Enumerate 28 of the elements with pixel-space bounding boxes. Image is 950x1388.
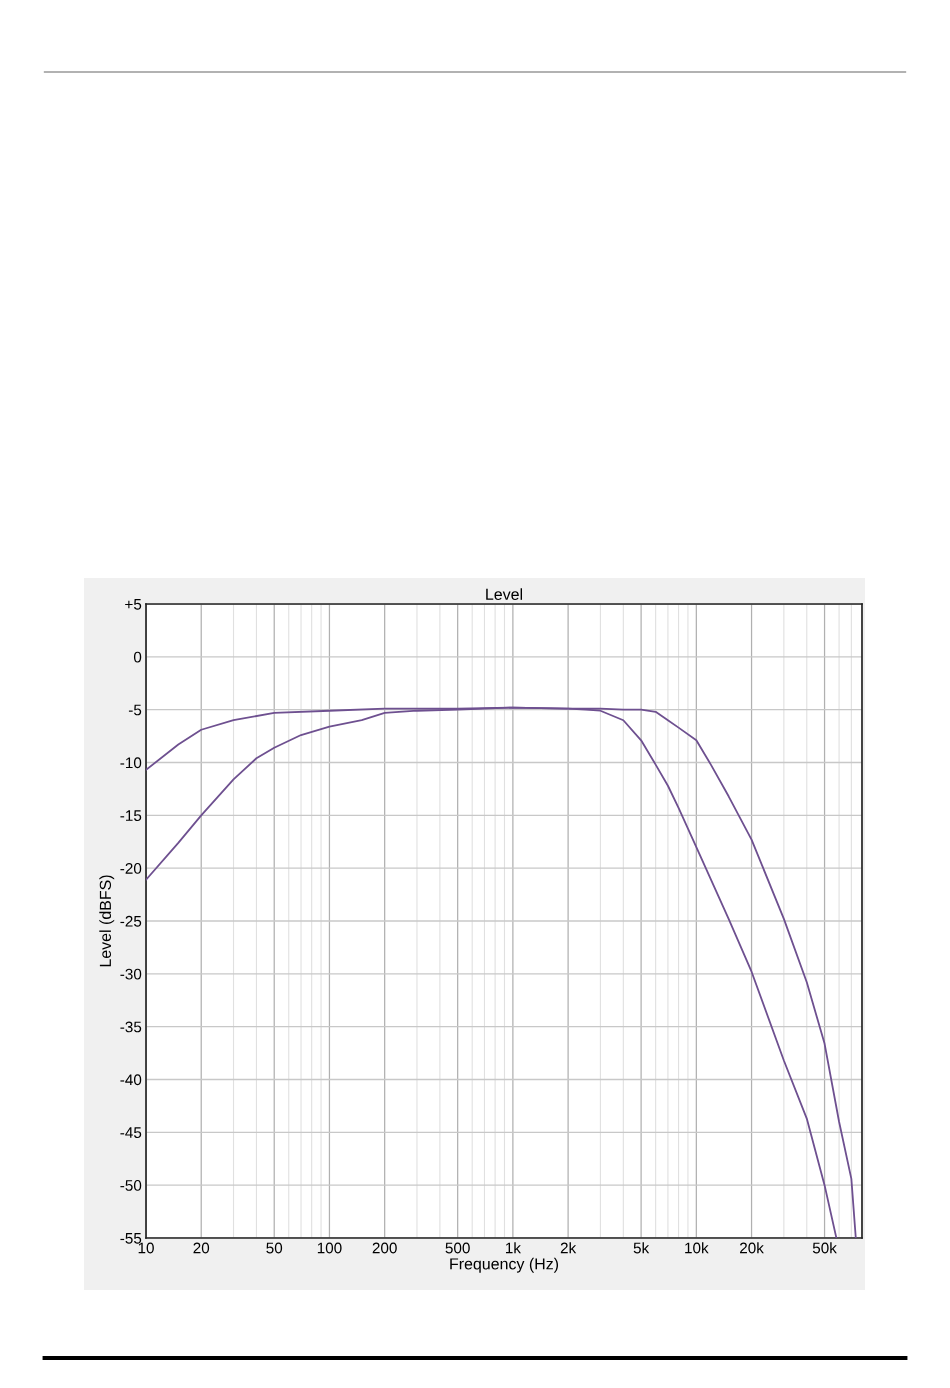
x-tick-label: 1k	[505, 1242, 521, 1254]
y-tick-label: +5	[125, 599, 142, 610]
y-tick-label: -15	[120, 810, 142, 822]
y-tick-label: -25	[120, 915, 142, 927]
y-tick-label: -35	[120, 1021, 142, 1033]
y-tick-label: -10	[120, 757, 142, 769]
x-tick-label: 10	[138, 1242, 154, 1254]
chart-title: Level	[486, 588, 523, 600]
x-tick-label: 500	[445, 1242, 470, 1254]
x-tick-label: 2k	[560, 1242, 577, 1254]
y-tick-label: -5	[128, 704, 142, 716]
x-tick-label: 50	[266, 1242, 283, 1254]
y-tick-label: -45	[120, 1127, 142, 1139]
x-axis-title: Frequency (Hz)	[450, 1257, 559, 1273]
y-tick-label: -50	[120, 1180, 142, 1191]
y-tick-label: -20	[120, 863, 142, 874]
x-tick-label: 20k	[740, 1242, 764, 1254]
x-tick-label: 10k	[685, 1242, 709, 1254]
y-tick-label: -40	[120, 1074, 142, 1086]
x-tick-label: 200	[372, 1242, 397, 1254]
x-tick-label: 50k	[812, 1242, 837, 1254]
y-axis-title: Level (dBFS)	[99, 875, 115, 967]
y-tick-label: 0	[133, 651, 142, 663]
x-tick-label: 5k	[633, 1242, 650, 1254]
x-tick-label: 100	[317, 1242, 342, 1254]
y-tick-label: -30	[120, 968, 142, 980]
x-tick-label: 20	[193, 1242, 210, 1254]
y-tick-label: -55	[120, 1233, 142, 1244]
